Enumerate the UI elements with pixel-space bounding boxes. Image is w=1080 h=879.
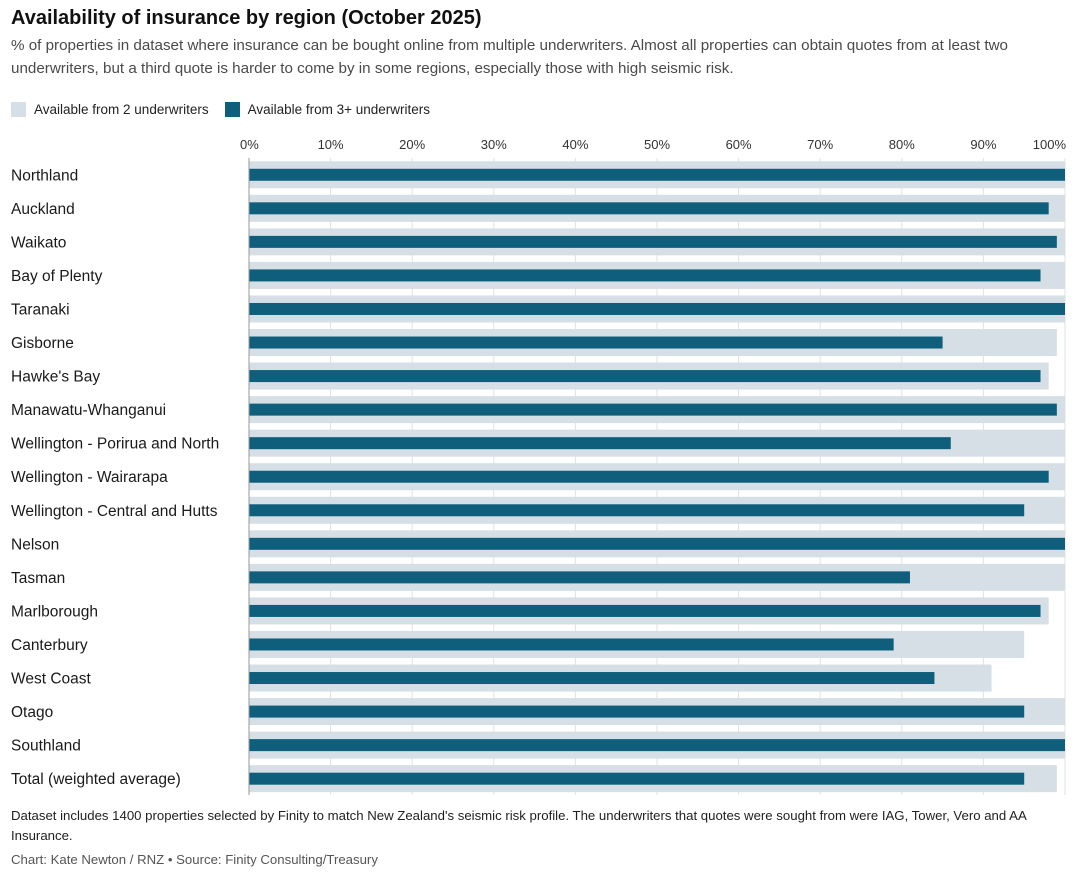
category-label-tasman: Tasman xyxy=(11,570,65,587)
legend-swatch-2-underwriters xyxy=(11,101,26,117)
bar-3plus-underwriters-bay-of-plenty xyxy=(249,269,1041,282)
category-label-wellington-porirua-and-north: Wellington - Porirua and North xyxy=(11,436,219,453)
chart-credit: Chart: Kate Newton / RNZ • Source: Finit… xyxy=(11,852,378,867)
x-tick-label: 20% xyxy=(399,137,425,152)
x-tick-label: 30% xyxy=(481,137,507,152)
bar-chart: 0% 10% 20% 30% 40% 50% 60% 70% 80% 90% 100% Northla… xyxy=(11,137,1067,795)
category-label-southland: Southland xyxy=(11,738,81,755)
category-label-total-weighted-average: Total (weighted average) xyxy=(11,771,181,788)
x-tick-label: 70% xyxy=(807,137,833,152)
x-tick-label: 10% xyxy=(318,137,344,152)
bar-3plus-underwriters-northland xyxy=(249,168,1065,181)
bar-3plus-underwriters-tasman xyxy=(249,571,910,584)
bar-3plus-underwriters-canterbury xyxy=(249,638,894,651)
category-label-gisborne: Gisborne xyxy=(11,335,74,352)
x-tick-label: 80% xyxy=(889,137,915,152)
legend-item-3plus-underwriters: Available from 3+ underwriters xyxy=(224,101,431,117)
category-label-marlborough: Marlborough xyxy=(11,603,98,620)
x-tick-label: 90% xyxy=(970,137,996,152)
bar-3plus-underwriters-nelson xyxy=(249,537,1065,550)
bar-3plus-underwriters-manawatu-whanganui xyxy=(249,403,1057,416)
x-tick-label: 60% xyxy=(726,137,752,152)
bar-3plus-underwriters-west-coast xyxy=(249,672,935,685)
category-label-waikato: Waikato xyxy=(11,234,66,251)
x-tick-label: 0% xyxy=(240,137,259,152)
category-label-taranaki: Taranaki xyxy=(11,301,70,318)
category-label-northland: Northland xyxy=(11,167,78,184)
category-label-otago: Otago xyxy=(11,704,53,721)
legend-label-3plus-underwriters: Available from 3+ underwriters xyxy=(247,101,431,117)
bar-3plus-underwriters-marlborough xyxy=(249,604,1041,617)
bar-3plus-underwriters-wellington-porirua-and-north xyxy=(249,437,951,450)
bar-3plus-underwriters-hawke-s-bay xyxy=(249,370,1041,383)
chart-title: Availability of insurance by region (Oct… xyxy=(11,7,482,29)
x-tick-label: 50% xyxy=(644,137,670,152)
category-label-wellington-wairarapa: Wellington - Wairarapa xyxy=(11,469,168,486)
footnote: Dataset includes 1400 properties selecte… xyxy=(11,808,1027,843)
legend-label-2-underwriters: Available from 2 underwriters xyxy=(34,101,209,117)
category-label-hawke-s-bay: Hawke's Bay xyxy=(11,369,100,386)
bar-3plus-underwriters-otago xyxy=(249,705,1025,718)
legend-item-2-underwriters: Available from 2 underwriters xyxy=(11,101,209,117)
legend-swatch-3plus-underwriters xyxy=(224,101,240,117)
category-label-manawatu-whanganui: Manawatu-Whanganui xyxy=(11,402,166,419)
bar-3plus-underwriters-taranaki xyxy=(249,302,1065,315)
category-label-nelson: Nelson xyxy=(11,536,59,553)
legend: Available from 2 underwriters Available … xyxy=(11,99,446,119)
category-label-west-coast: West Coast xyxy=(11,671,92,688)
bar-3plus-underwriters-gisborne xyxy=(249,336,943,349)
x-tick-label: 40% xyxy=(562,137,588,152)
bar-3plus-underwriters-wellington-wairarapa xyxy=(249,470,1049,483)
bar-3plus-underwriters-waikato xyxy=(249,235,1057,248)
bar-3plus-underwriters-wellington-central-and-hutts xyxy=(249,504,1025,517)
category-label-wellington-central-and-hutts: Wellington - Central and Hutts xyxy=(11,503,218,520)
category-label-auckland: Auckland xyxy=(11,201,75,218)
category-label-canterbury: Canterbury xyxy=(11,637,88,654)
bar-3plus-underwriters-southland xyxy=(249,739,1065,752)
chart-subtitle: % of properties in dataset where insuran… xyxy=(11,37,1008,77)
x-tick-label: 100% xyxy=(1033,137,1067,152)
bar-3plus-underwriters-auckland xyxy=(249,202,1049,215)
bar-3plus-underwriters-total-weighted-average xyxy=(249,772,1025,785)
category-label-bay-of-plenty: Bay of Plenty xyxy=(11,268,103,285)
